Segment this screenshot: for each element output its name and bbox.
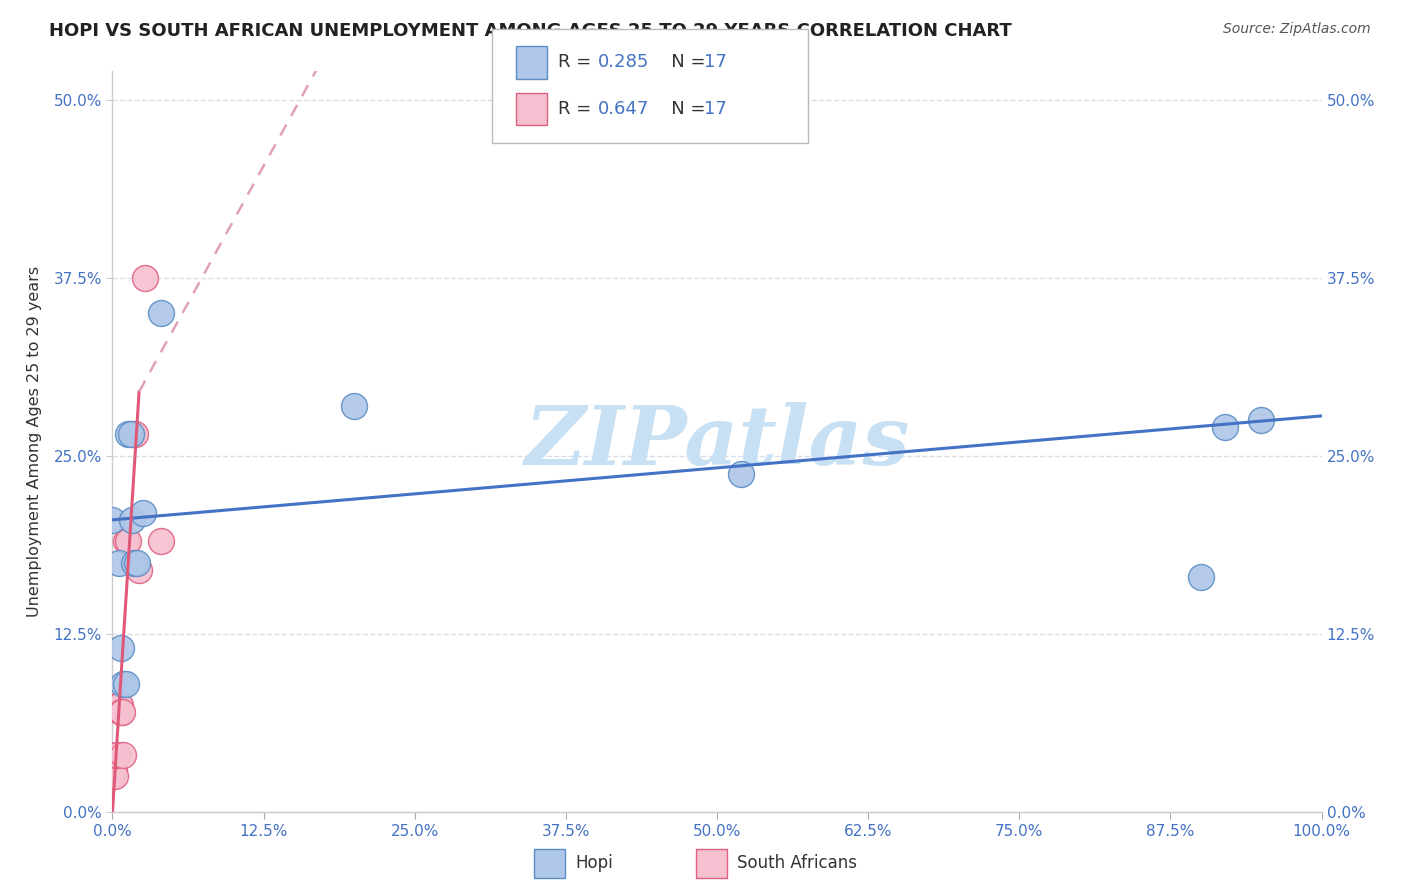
Text: Hopi: Hopi	[575, 855, 613, 872]
Point	[134, 270, 156, 285]
Point	[110, 640, 132, 655]
Point	[112, 747, 135, 762]
Point	[343, 399, 366, 413]
Point	[149, 534, 172, 549]
Text: 17: 17	[704, 54, 727, 71]
Point	[1189, 570, 1212, 584]
Point	[105, 747, 128, 762]
Text: 0.285: 0.285	[598, 54, 650, 71]
Point	[149, 306, 172, 320]
Point	[112, 676, 135, 690]
Text: South Africans: South Africans	[737, 855, 856, 872]
Point	[117, 534, 139, 549]
Text: N =: N =	[654, 54, 711, 71]
Point	[105, 747, 128, 762]
Text: 17: 17	[704, 100, 727, 118]
Point	[101, 769, 124, 783]
Point	[107, 556, 129, 570]
Point	[1213, 420, 1236, 434]
Point	[103, 762, 125, 776]
Point	[121, 427, 143, 442]
Point	[114, 534, 136, 549]
Text: HOPI VS SOUTH AFRICAN UNEMPLOYMENT AMONG AGES 25 TO 29 YEARS CORRELATION CHART: HOPI VS SOUTH AFRICAN UNEMPLOYMENT AMONG…	[49, 22, 1012, 40]
Point	[1250, 413, 1272, 427]
Point	[117, 427, 139, 442]
Point	[730, 467, 752, 482]
Point	[122, 556, 145, 570]
Point	[132, 506, 155, 520]
Point	[108, 698, 131, 712]
Point	[111, 705, 134, 719]
Point	[101, 513, 124, 527]
Point	[120, 427, 142, 442]
Point	[107, 698, 129, 712]
Point	[125, 556, 148, 570]
Y-axis label: Unemployment Among Ages 25 to 29 years: Unemployment Among Ages 25 to 29 years	[28, 266, 42, 617]
Point	[121, 513, 143, 527]
Point	[114, 676, 136, 690]
Point	[110, 705, 132, 719]
Text: Source: ZipAtlas.com: Source: ZipAtlas.com	[1223, 22, 1371, 37]
Text: R =: R =	[558, 100, 598, 118]
Point	[124, 427, 146, 442]
Point	[128, 563, 150, 577]
Text: 0.647: 0.647	[598, 100, 650, 118]
Text: ZIPatlas: ZIPatlas	[524, 401, 910, 482]
Text: N =: N =	[654, 100, 711, 118]
Point	[104, 769, 127, 783]
Text: R =: R =	[558, 54, 598, 71]
